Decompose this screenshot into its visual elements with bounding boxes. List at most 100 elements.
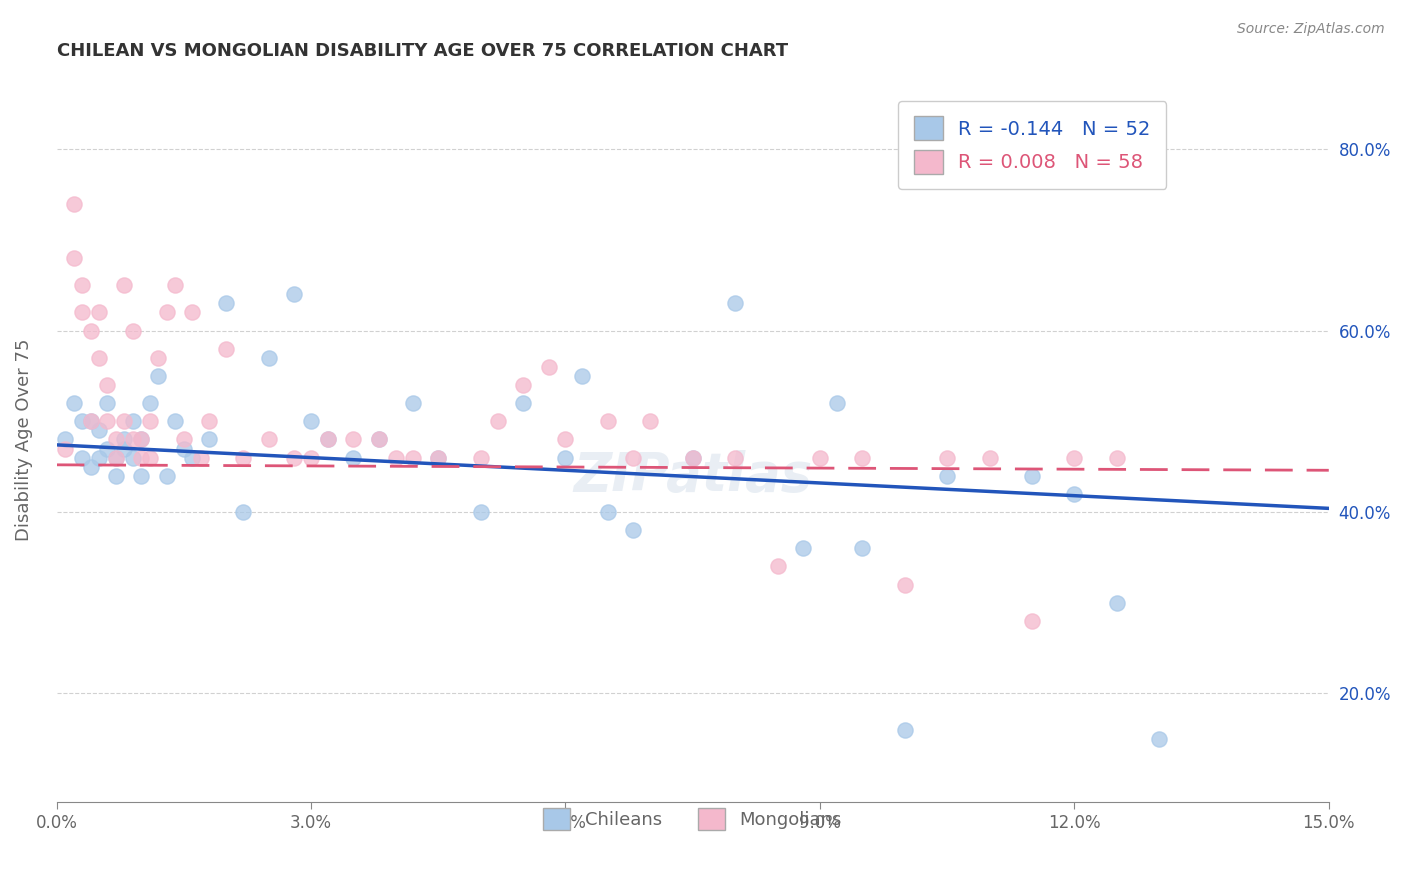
Point	[104, 450, 127, 465]
Point	[122, 414, 145, 428]
Point	[215, 296, 238, 310]
Point	[537, 359, 560, 374]
Point	[70, 450, 93, 465]
Point	[299, 414, 322, 428]
Text: Source: ZipAtlas.com: Source: ZipAtlas.com	[1237, 22, 1385, 37]
Point	[131, 468, 153, 483]
Point	[1063, 487, 1085, 501]
Point	[257, 433, 280, 447]
Point	[173, 433, 195, 447]
Point	[53, 442, 76, 456]
Point	[724, 296, 747, 310]
Point	[87, 351, 110, 365]
Point	[640, 414, 662, 428]
Point	[232, 505, 254, 519]
Point	[427, 450, 450, 465]
Point	[1105, 450, 1128, 465]
Point	[682, 450, 704, 465]
Point	[131, 433, 153, 447]
Point	[156, 468, 179, 483]
Point	[571, 368, 593, 383]
Point	[936, 468, 959, 483]
Point	[402, 396, 425, 410]
Point	[122, 324, 145, 338]
Point	[1021, 614, 1043, 628]
Point	[283, 450, 305, 465]
Point	[486, 414, 509, 428]
Point	[96, 396, 118, 410]
Point	[299, 450, 322, 465]
Point	[114, 414, 136, 428]
Point	[181, 450, 204, 465]
Point	[682, 450, 704, 465]
Point	[62, 251, 84, 265]
Point	[198, 414, 221, 428]
Point	[1021, 468, 1043, 483]
Point	[181, 305, 204, 319]
Point	[936, 450, 959, 465]
Point	[851, 450, 873, 465]
Point	[554, 433, 576, 447]
Point	[402, 450, 425, 465]
Point	[512, 396, 534, 410]
Point	[79, 414, 101, 428]
Point	[131, 450, 153, 465]
Point	[114, 442, 136, 456]
Point	[96, 442, 118, 456]
Point	[198, 433, 221, 447]
Point	[385, 450, 408, 465]
Point	[173, 442, 195, 456]
Point	[79, 324, 101, 338]
Text: CHILEAN VS MONGOLIAN DISABILITY AGE OVER 75 CORRELATION CHART: CHILEAN VS MONGOLIAN DISABILITY AGE OVER…	[56, 42, 787, 60]
Point	[114, 433, 136, 447]
Point	[79, 459, 101, 474]
Point	[342, 450, 364, 465]
Point	[316, 433, 339, 447]
Point	[114, 278, 136, 293]
Point	[156, 305, 179, 319]
Point	[766, 559, 789, 574]
Y-axis label: Disability Age Over 75: Disability Age Over 75	[15, 338, 32, 541]
Point	[96, 378, 118, 392]
Point	[367, 433, 389, 447]
Point	[148, 368, 170, 383]
Point	[79, 414, 101, 428]
Point	[851, 541, 873, 556]
Point	[283, 287, 305, 301]
Point	[1147, 731, 1170, 746]
Point	[621, 450, 644, 465]
Point	[139, 414, 162, 428]
Point	[165, 278, 187, 293]
Point	[165, 414, 187, 428]
Point	[1105, 596, 1128, 610]
Point	[62, 396, 84, 410]
Point	[316, 433, 339, 447]
Point	[87, 305, 110, 319]
Point	[70, 278, 93, 293]
Point	[104, 468, 127, 483]
Point	[342, 433, 364, 447]
Point	[596, 414, 619, 428]
Point	[427, 450, 450, 465]
Point	[131, 433, 153, 447]
Point	[70, 414, 93, 428]
Point	[554, 450, 576, 465]
Point	[232, 450, 254, 465]
Point	[190, 450, 212, 465]
Point	[792, 541, 814, 556]
Point	[87, 423, 110, 437]
Point	[1063, 450, 1085, 465]
Point	[215, 342, 238, 356]
Point	[53, 433, 76, 447]
Point	[87, 450, 110, 465]
Point	[104, 450, 127, 465]
Point	[470, 505, 492, 519]
Point	[512, 378, 534, 392]
Point	[139, 450, 162, 465]
Point	[62, 196, 84, 211]
Point	[70, 305, 93, 319]
Point	[979, 450, 1001, 465]
Point	[122, 433, 145, 447]
Point	[724, 450, 747, 465]
Point	[122, 450, 145, 465]
